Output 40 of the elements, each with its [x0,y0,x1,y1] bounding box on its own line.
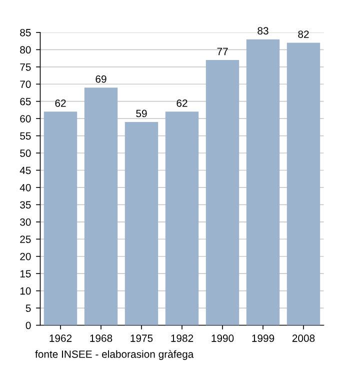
data-label: 69 [96,75,106,83]
bar [44,112,78,326]
y-tick-label: 55 [20,132,31,140]
y-tick-label: 35 [20,201,31,209]
x-tick-label: 1982 [171,334,194,342]
y-tick-label: 75 [20,64,31,71]
y-tick-label: 30 [20,218,31,226]
x-tick-label: 1975 [130,334,153,342]
y-tick-label: 70 [20,80,31,88]
y-tick-label: 0 [26,322,31,330]
data-label: 62 [176,99,188,107]
y-tick-label: 15 [20,270,31,278]
y-tick-label: 80 [20,46,31,54]
y-tick-label: 25 [20,236,31,244]
bar [124,122,158,326]
y-tick-label: 40 [20,184,31,192]
data-label: 62 [55,99,66,107]
y-tick-label: 45 [20,166,31,174]
y-tick-label: 20 [20,252,31,260]
bar [84,88,118,326]
bar [206,60,240,326]
x-tick-label: 1968 [90,334,112,342]
x-tick-label: 1990 [212,334,234,342]
source-note: fonte INSEE - elaborasion gràfega [35,350,194,360]
data-label: 59 [136,110,147,118]
y-tick-label: 10 [20,287,31,295]
data-label: 77 [217,48,228,56]
y-tick-label: 50 [20,150,31,157]
x-tick-label: 2008 [292,334,315,342]
bar [286,42,320,326]
bar [165,112,199,326]
y-tick-label: 60 [20,115,31,122]
y-tick-label: 5 [26,304,31,312]
bar [246,39,280,326]
data-label: 82 [298,30,309,38]
y-tick-label: 85 [20,28,31,36]
x-tick-label: 1962 [50,334,72,342]
data-label: 83 [258,27,268,35]
y-tick-label: 65 [20,98,31,106]
x-tick-label: 1999 [252,334,274,342]
